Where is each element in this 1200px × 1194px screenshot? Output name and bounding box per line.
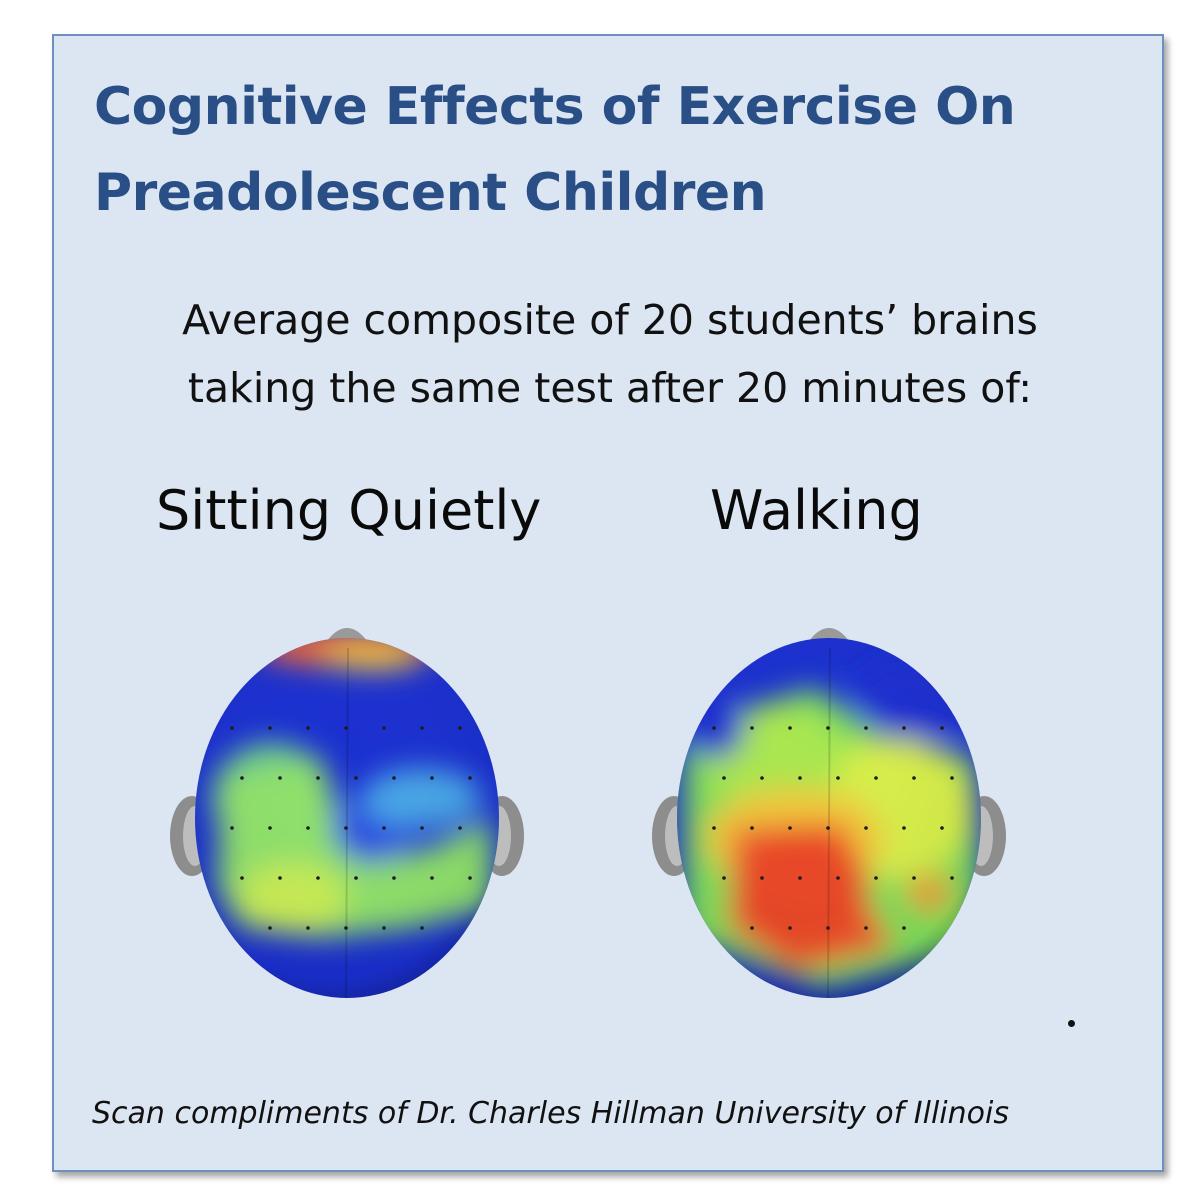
electrode-dot	[240, 876, 244, 880]
electrode-dot	[788, 926, 792, 930]
electrode-dot	[306, 926, 310, 930]
electrode-dot	[382, 926, 386, 930]
electrode-dot	[458, 826, 462, 830]
electrode-dot	[382, 726, 386, 730]
electrode-dot	[278, 776, 282, 780]
electrode-dot	[760, 876, 764, 880]
electrode-dot	[354, 876, 358, 880]
electrode-dot	[826, 826, 830, 830]
electrode-dot	[430, 776, 434, 780]
electrode-dot	[458, 726, 462, 730]
electrode-dot	[468, 776, 472, 780]
electrode-dot	[230, 826, 234, 830]
electrode-dot	[268, 826, 272, 830]
subtitle: Average composite of 20 students’ brains…	[54, 286, 1166, 422]
electrode-dot	[912, 776, 916, 780]
condition-label-walking: Walking	[710, 479, 923, 542]
electrode-dot	[750, 826, 754, 830]
electrode-dot	[836, 876, 840, 880]
electrode-dot	[750, 926, 754, 930]
electrode-dot	[306, 826, 310, 830]
electrode-dot	[712, 826, 716, 830]
electrode-dot	[230, 726, 234, 730]
electrode-dot	[874, 776, 878, 780]
electrode-dot	[902, 826, 906, 830]
electrode-dot	[420, 826, 424, 830]
brain-activity-map-icon-walking	[652, 628, 1006, 998]
electrode-dot	[430, 876, 434, 880]
scan-credit: Scan compliments of Dr. Charles Hillman …	[92, 1096, 1009, 1131]
electrode-dot	[950, 876, 954, 880]
electrode-dot	[344, 926, 348, 930]
electrode-dot	[268, 926, 272, 930]
electrode-dot	[864, 926, 868, 930]
electrode-dot	[278, 876, 282, 880]
electrode-dot	[798, 876, 802, 880]
electrode-dot	[268, 726, 272, 730]
title-line-1: Cognitive Effects of Exercise On	[94, 77, 1016, 137]
subtitle-line-1: Average composite of 20 students’ brains	[182, 296, 1038, 344]
infographic-card: Cognitive Effects of Exercise On Preadol…	[52, 34, 1164, 1172]
electrode-dot	[864, 726, 868, 730]
subtitle-line-2: taking the same test after 20 minutes of…	[187, 364, 1033, 412]
electrode-dot	[420, 926, 424, 930]
electrode-dot	[240, 776, 244, 780]
electrode-dot	[420, 726, 424, 730]
electrode-dot	[382, 826, 386, 830]
electrode-dot	[788, 826, 792, 830]
electrode-dot	[750, 726, 754, 730]
electrode-dot	[940, 726, 944, 730]
electrode-dot	[722, 876, 726, 880]
electrode-dot	[354, 776, 358, 780]
electrode-dot	[306, 726, 310, 730]
electrode-dot	[722, 776, 726, 780]
electrode-dot	[826, 926, 830, 930]
electrode-dot	[902, 726, 906, 730]
electrode-dot	[760, 776, 764, 780]
stray-dot	[1068, 1020, 1075, 1027]
electrode-dot	[798, 776, 802, 780]
brain-activity-map-icon-sitting	[170, 628, 524, 998]
electrode-dot	[940, 826, 944, 830]
electrode-dot	[788, 726, 792, 730]
condition-label-sitting: Sitting Quietly	[156, 479, 542, 542]
electrode-dot	[468, 876, 472, 880]
electrode-dot	[344, 826, 348, 830]
electrode-dot	[902, 926, 906, 930]
title-line-2: Preadolescent Children	[94, 163, 767, 223]
electrode-dot	[874, 876, 878, 880]
electrode-dot	[392, 776, 396, 780]
electrode-dot	[912, 876, 916, 880]
electrode-dot	[316, 776, 320, 780]
electrode-dot	[344, 726, 348, 730]
electrode-dot	[712, 726, 716, 730]
electrode-dot	[826, 726, 830, 730]
electrode-dot	[836, 776, 840, 780]
electrode-dot	[950, 776, 954, 780]
electrode-dot	[316, 876, 320, 880]
page-title: Cognitive Effects of Exercise On Preadol…	[94, 64, 1134, 236]
electrode-dot	[392, 876, 396, 880]
electrode-dot	[864, 826, 868, 830]
